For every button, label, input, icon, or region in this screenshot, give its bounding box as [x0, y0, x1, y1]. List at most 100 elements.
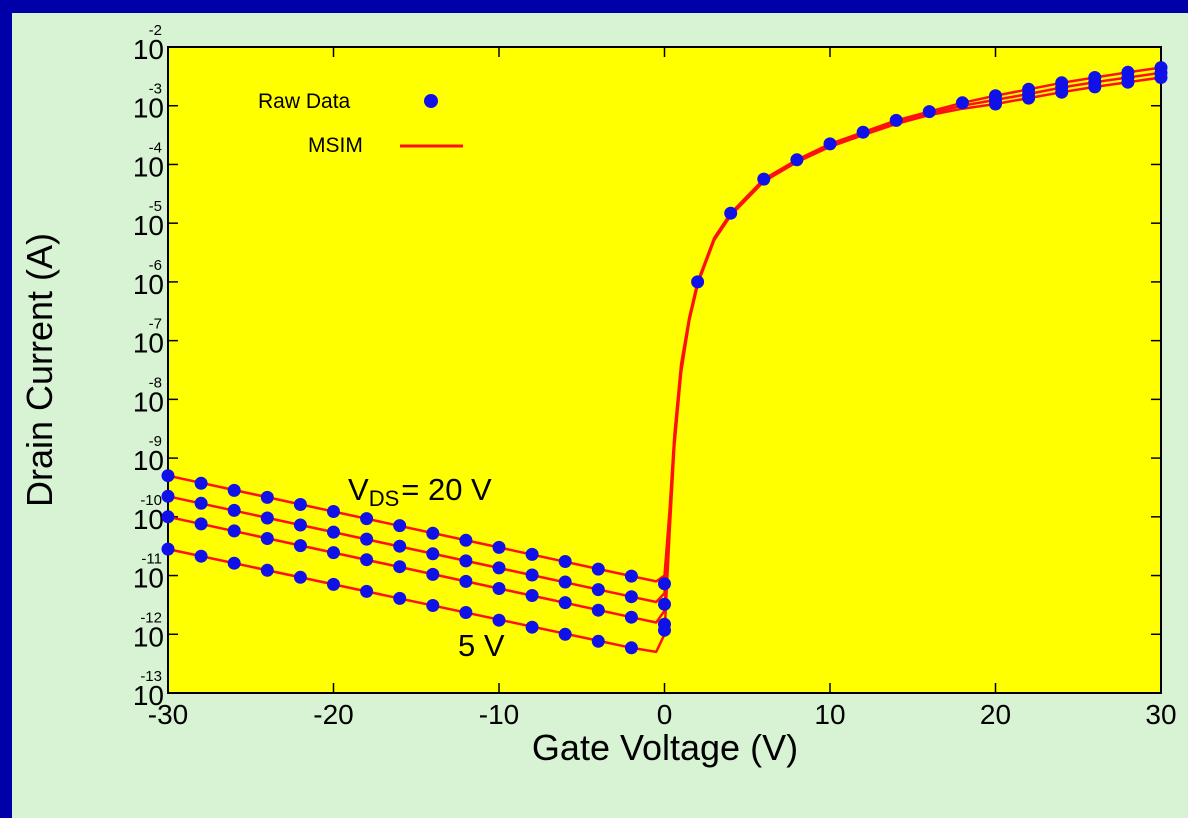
y-tick-label: 10: [133, 621, 164, 652]
raw-data-point: [591, 603, 605, 617]
raw-data-point: [492, 582, 506, 595]
raw-data-point: [989, 97, 1002, 111]
y-tick-label: 10: [133, 151, 164, 182]
raw-data-point: [856, 125, 870, 139]
raw-data-point: [293, 498, 307, 511]
raw-data-point: [1022, 91, 1036, 105]
raw-data-point: [161, 469, 175, 483]
raw-data-point: [393, 560, 407, 574]
raw-data-points: [161, 61, 1168, 655]
raw-data-point: [624, 590, 638, 604]
vds-value: = 20 V: [401, 472, 492, 507]
y-tick-exponent: -10: [140, 492, 162, 509]
raw-data-point: [194, 517, 208, 531]
raw-data-point: [161, 489, 175, 503]
raw-data-point: [161, 510, 175, 524]
y-tick-label: 10: [133, 563, 164, 594]
y-tick-labels: 10-210-310-410-510-610-710-810-910-1010-…: [133, 22, 164, 711]
raw-data-point: [426, 567, 440, 581]
raw-data-point: [327, 577, 340, 591]
y-tick-exponent: -4: [149, 139, 162, 156]
raw-data-point: [492, 561, 506, 575]
raw-data-point: [227, 483, 241, 497]
y-tick-exponent: -7: [149, 316, 162, 333]
y-tick-exponent: -13: [140, 668, 162, 685]
raw-data-point: [525, 620, 539, 634]
raw-data-point: [459, 533, 473, 547]
raw-data-point: [393, 539, 407, 553]
x-tick-label: 30: [1145, 699, 1176, 730]
raw-data-point: [624, 610, 638, 624]
x-tick-label: -20: [313, 699, 353, 730]
raw-data-point: [525, 547, 539, 561]
y-tick-label: 10: [133, 445, 164, 476]
x-tick-label: 20: [980, 699, 1011, 730]
raw-data-point: [194, 476, 208, 490]
raw-data-point: [426, 547, 440, 561]
vds-annotation: VDS= 20 V: [348, 472, 492, 511]
raw-data-point: [327, 505, 340, 518]
raw-data-point: [492, 613, 506, 627]
raw-data-point: [293, 518, 307, 532]
y-tick-exponent: -11: [141, 551, 162, 568]
raw-data-point: [955, 96, 969, 110]
raw-data-point: [691, 275, 705, 289]
raw-data-point: [658, 577, 671, 591]
x-tick-label: -10: [479, 699, 519, 730]
y-tick-exponent: -8: [149, 374, 162, 391]
y-tick-exponent: -12: [140, 609, 162, 626]
raw-data-point: [459, 554, 473, 568]
raw-data-point: [558, 627, 572, 641]
raw-data-point: [724, 206, 738, 220]
raw-data-point: [260, 490, 274, 504]
y-tick-label: 10: [133, 386, 164, 417]
raw-data-point: [227, 503, 241, 517]
raw-data-point: [591, 562, 605, 576]
low-vds-annotation: 5 V: [458, 628, 505, 663]
raw-data-point: [260, 563, 274, 577]
raw-data-point: [459, 606, 473, 619]
y-tick-exponent: -9: [149, 433, 162, 450]
vds-subscript: DS: [369, 486, 400, 511]
raw-data-point: [227, 524, 241, 538]
y-tick-exponent: -6: [149, 257, 162, 274]
y-tick-label: 10: [133, 210, 164, 241]
raw-data-point: [922, 105, 936, 119]
raw-data-point: [558, 555, 572, 568]
raw-data-point: [1055, 85, 1069, 99]
legend-model-label: MSIM: [308, 134, 363, 157]
y-tick-label: 10: [133, 269, 164, 300]
y-tick-exponent: -5: [149, 198, 162, 215]
raw-data-point: [459, 574, 473, 588]
model-curve: [167, 285, 699, 654]
raw-data-point: [161, 542, 175, 556]
raw-data-point: [889, 113, 903, 127]
x-tick-label: 0: [657, 699, 673, 730]
x-tick-labels: -30 -20 -10 0 10 20 30: [148, 699, 1177, 730]
raw-data-point: [658, 597, 671, 611]
raw-data-point: [260, 532, 274, 545]
raw-data-point: [426, 526, 440, 540]
raw-data-point: [194, 496, 208, 510]
y-tick-label: 10: [133, 328, 164, 359]
raw-data-point: [558, 596, 572, 610]
legend: Raw Data MSIM: [258, 90, 463, 157]
x-tick-label: -30: [148, 699, 188, 730]
y-tick-label: 10: [133, 680, 164, 711]
y-tick-exponent: -2: [149, 22, 162, 39]
x-axis-title: Gate Voltage (V): [532, 727, 798, 768]
raw-data-point: [327, 525, 340, 539]
raw-data-point: [558, 575, 572, 589]
y-tick-label: 10: [133, 504, 164, 535]
raw-data-point: [293, 570, 307, 584]
legend-raw-label: Raw Data: [258, 90, 351, 113]
vds-symbol: V: [348, 472, 369, 507]
raw-data-point: [393, 591, 407, 605]
raw-data-point: [790, 153, 804, 167]
raw-data-point: [260, 511, 274, 525]
raw-data-point: [360, 553, 374, 567]
raw-data-point: [525, 589, 539, 602]
raw-data-point: [1088, 80, 1102, 94]
raw-data-point: [757, 172, 771, 186]
